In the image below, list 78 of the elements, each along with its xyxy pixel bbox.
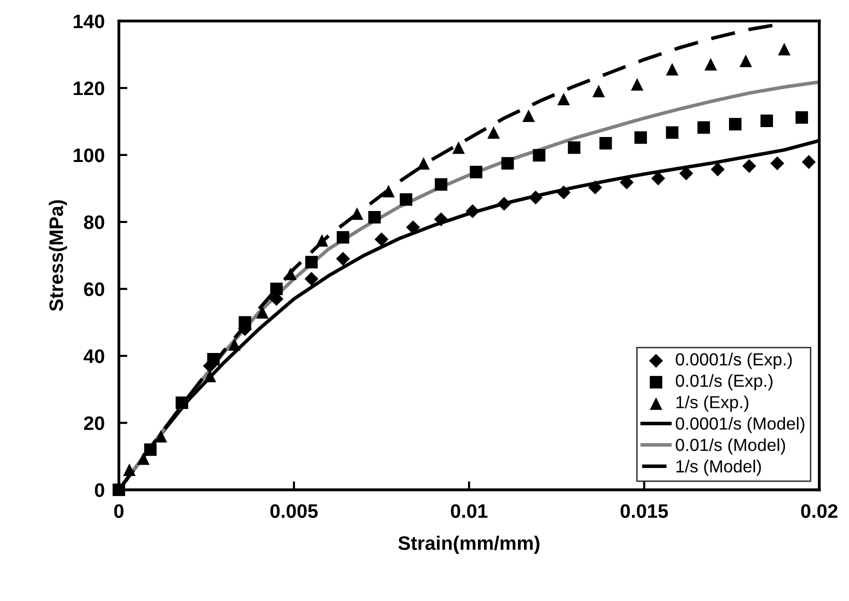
point (497, 196, 512, 211)
legend-label: 0.0001/s (Model) (676, 416, 804, 434)
y-tick-label: 140 (74, 14, 104, 28)
point (137, 452, 150, 465)
y-tick-label: 60 (84, 282, 104, 296)
x-tick-label: 0.02 (801, 504, 838, 518)
point (666, 63, 678, 76)
x-axis-title: Strain(mm/mm) (398, 536, 540, 554)
point (470, 166, 482, 178)
point (400, 193, 412, 206)
point (176, 396, 188, 410)
y-tick-label: 0 (94, 483, 104, 498)
point (568, 141, 580, 154)
point (599, 137, 612, 150)
point (556, 186, 571, 200)
point (144, 443, 157, 456)
point (710, 162, 725, 176)
point (557, 92, 570, 106)
point (760, 114, 774, 128)
point (739, 54, 752, 68)
y-tick-label: 100 (74, 148, 104, 162)
point (588, 180, 602, 194)
point (336, 252, 350, 266)
point (522, 110, 535, 122)
point (316, 234, 328, 247)
point (592, 84, 605, 98)
point (350, 207, 364, 220)
point (228, 338, 241, 351)
point (123, 463, 136, 476)
point (452, 141, 465, 154)
point (528, 190, 543, 204)
point (207, 352, 220, 366)
point (704, 58, 717, 70)
point (374, 232, 388, 246)
point (487, 126, 500, 139)
point (284, 268, 297, 280)
point (270, 282, 283, 296)
x-tick-label: 0.005 (270, 504, 318, 518)
y-axis-title: Stress(MPa) (48, 200, 67, 312)
point (770, 156, 784, 170)
point (466, 204, 480, 218)
y-tick-label: 80 (84, 215, 104, 230)
point (697, 121, 710, 134)
point (728, 118, 742, 130)
legend-label: 1/s (Model) (676, 460, 761, 476)
point (630, 78, 644, 91)
legend-label: 1/s (Exp.) (676, 396, 748, 412)
point (382, 184, 395, 198)
point (238, 316, 252, 329)
point (666, 126, 678, 139)
point (154, 430, 168, 442)
point (434, 212, 448, 226)
point (417, 157, 430, 170)
point (112, 484, 126, 496)
point (501, 157, 514, 170)
point (634, 131, 647, 144)
point (796, 111, 808, 124)
x-tick-label: 0.01 (450, 504, 488, 518)
y-tick-label: 120 (74, 81, 104, 96)
point (304, 272, 318, 286)
point (742, 159, 756, 173)
legend-label: 0.01/s (Exp.) (676, 374, 772, 390)
point (651, 171, 666, 186)
point (802, 155, 816, 169)
x-tick-label: 0.015 (620, 504, 668, 518)
point (532, 149, 546, 162)
point (256, 306, 269, 319)
point (406, 220, 420, 234)
x-tick-label: 0 (114, 504, 124, 518)
point (336, 231, 350, 244)
point (368, 211, 381, 224)
point (778, 42, 791, 56)
point (305, 256, 318, 268)
legend-label: 0.0001/s (Exp.) (676, 352, 792, 369)
point (434, 178, 448, 191)
y-tick-label: 20 (84, 416, 104, 430)
legend-label: 0.01/s (Model) (676, 438, 786, 455)
y-tick-label: 40 (84, 349, 104, 364)
